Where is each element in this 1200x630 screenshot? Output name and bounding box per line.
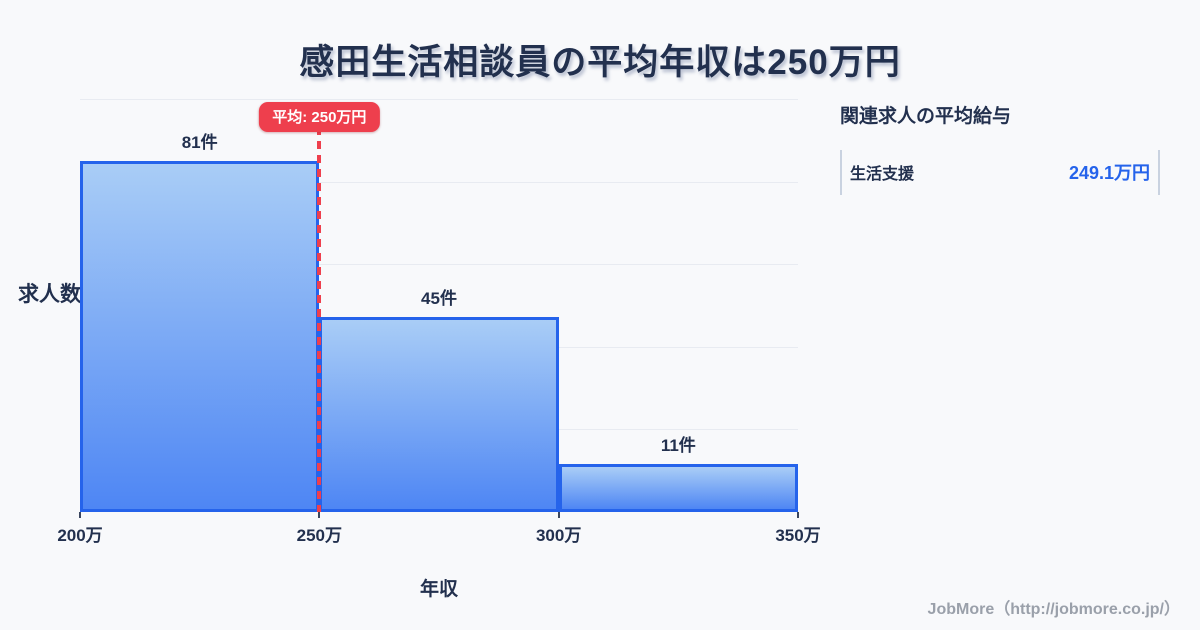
x-tick-label: 250万 xyxy=(296,526,343,545)
related-jobs-rows: 生活支援 249.1万円 xyxy=(840,150,1160,195)
average-line xyxy=(317,127,322,512)
footer-credit: JobMore（http://jobmore.co.jp/） xyxy=(927,601,1180,618)
bar-value-label: 11件 xyxy=(660,436,696,456)
bar-slot: 81件 xyxy=(80,99,320,512)
gridline xyxy=(80,181,798,183)
bar-value-label: 81件 xyxy=(181,132,218,152)
related-job-value: 249.1万円 xyxy=(1068,163,1150,183)
related-job-label: 生活支援 xyxy=(850,166,915,183)
x-tick-mark xyxy=(318,512,321,518)
x-tick-mark xyxy=(797,512,799,518)
average-badge: 平均: 250万円 xyxy=(259,102,380,132)
x-tick-label: 350万 xyxy=(775,526,821,545)
x-axis-ticks: 200万 250万 300万 350万 xyxy=(57,521,820,545)
histogram-bar xyxy=(319,316,559,512)
gridline xyxy=(80,264,798,266)
salary-histogram: 81件 45件 11件 平均: 250万円 xyxy=(79,99,799,518)
x-tick-label: 200万 xyxy=(57,526,103,545)
bar-slot: 11件 xyxy=(558,99,798,512)
bar-value-label: 45件 xyxy=(421,288,457,308)
histogram-bar xyxy=(558,464,798,512)
x-axis-label: 年収 xyxy=(419,579,458,600)
histogram-bar xyxy=(80,160,320,512)
gridline xyxy=(80,99,798,100)
y-axis-label: 求人数 xyxy=(18,283,81,306)
bar-slot: 45件 xyxy=(319,99,559,512)
related-job-row: 生活支援 249.1万円 xyxy=(840,150,1160,195)
x-tick-mark xyxy=(557,512,560,518)
page-title: 感田生活相談員の平均年収は250万円 xyxy=(299,43,901,82)
related-jobs-panel: 関連求人の平均給与 生活支援 249.1万円 xyxy=(840,101,1160,195)
x-tick-label: 300万 xyxy=(535,526,582,545)
x-tick-mark xyxy=(79,512,81,518)
related-jobs-heading: 関連求人の平均給与 xyxy=(840,106,1012,127)
